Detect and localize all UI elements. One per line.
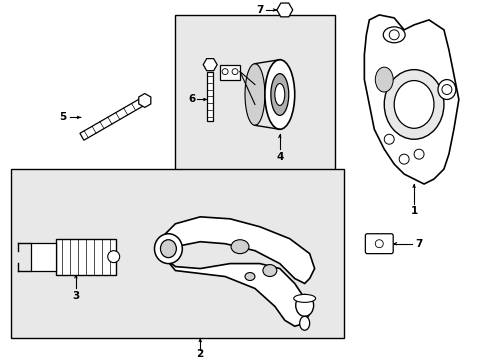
Text: 3: 3 [72, 291, 80, 301]
Polygon shape [220, 65, 240, 80]
FancyBboxPatch shape [365, 234, 392, 254]
Ellipse shape [263, 265, 276, 276]
Ellipse shape [295, 294, 313, 316]
Text: 7: 7 [256, 5, 263, 15]
Text: 1: 1 [409, 206, 417, 216]
Ellipse shape [437, 80, 455, 99]
Ellipse shape [231, 240, 248, 254]
Ellipse shape [384, 69, 443, 139]
Ellipse shape [374, 67, 392, 92]
Ellipse shape [293, 294, 315, 302]
Bar [207, 72, 213, 121]
Ellipse shape [270, 73, 288, 116]
Bar [56, 239, 116, 275]
Ellipse shape [299, 316, 309, 330]
Text: 7: 7 [414, 239, 422, 249]
Circle shape [388, 30, 398, 40]
Ellipse shape [154, 234, 182, 264]
Circle shape [398, 154, 408, 164]
Circle shape [222, 69, 227, 75]
Ellipse shape [264, 60, 294, 129]
Circle shape [107, 251, 120, 262]
Ellipse shape [274, 84, 284, 105]
Text: 4: 4 [276, 152, 283, 162]
Bar [80, 99, 144, 140]
Bar [31, 243, 56, 271]
Circle shape [232, 69, 238, 75]
Ellipse shape [244, 273, 254, 280]
Polygon shape [364, 15, 458, 184]
Ellipse shape [160, 240, 176, 258]
Text: 5: 5 [59, 112, 66, 122]
Circle shape [374, 240, 383, 248]
Bar [175, 15, 334, 174]
Text: 2: 2 [196, 349, 203, 359]
Circle shape [413, 149, 423, 159]
Ellipse shape [383, 27, 405, 43]
Polygon shape [162, 217, 314, 283]
Circle shape [384, 134, 393, 144]
Ellipse shape [393, 81, 433, 128]
Text: 6: 6 [188, 94, 196, 104]
Circle shape [441, 85, 451, 94]
Bar [11, 169, 344, 338]
Polygon shape [165, 258, 309, 326]
Ellipse shape [244, 64, 264, 125]
